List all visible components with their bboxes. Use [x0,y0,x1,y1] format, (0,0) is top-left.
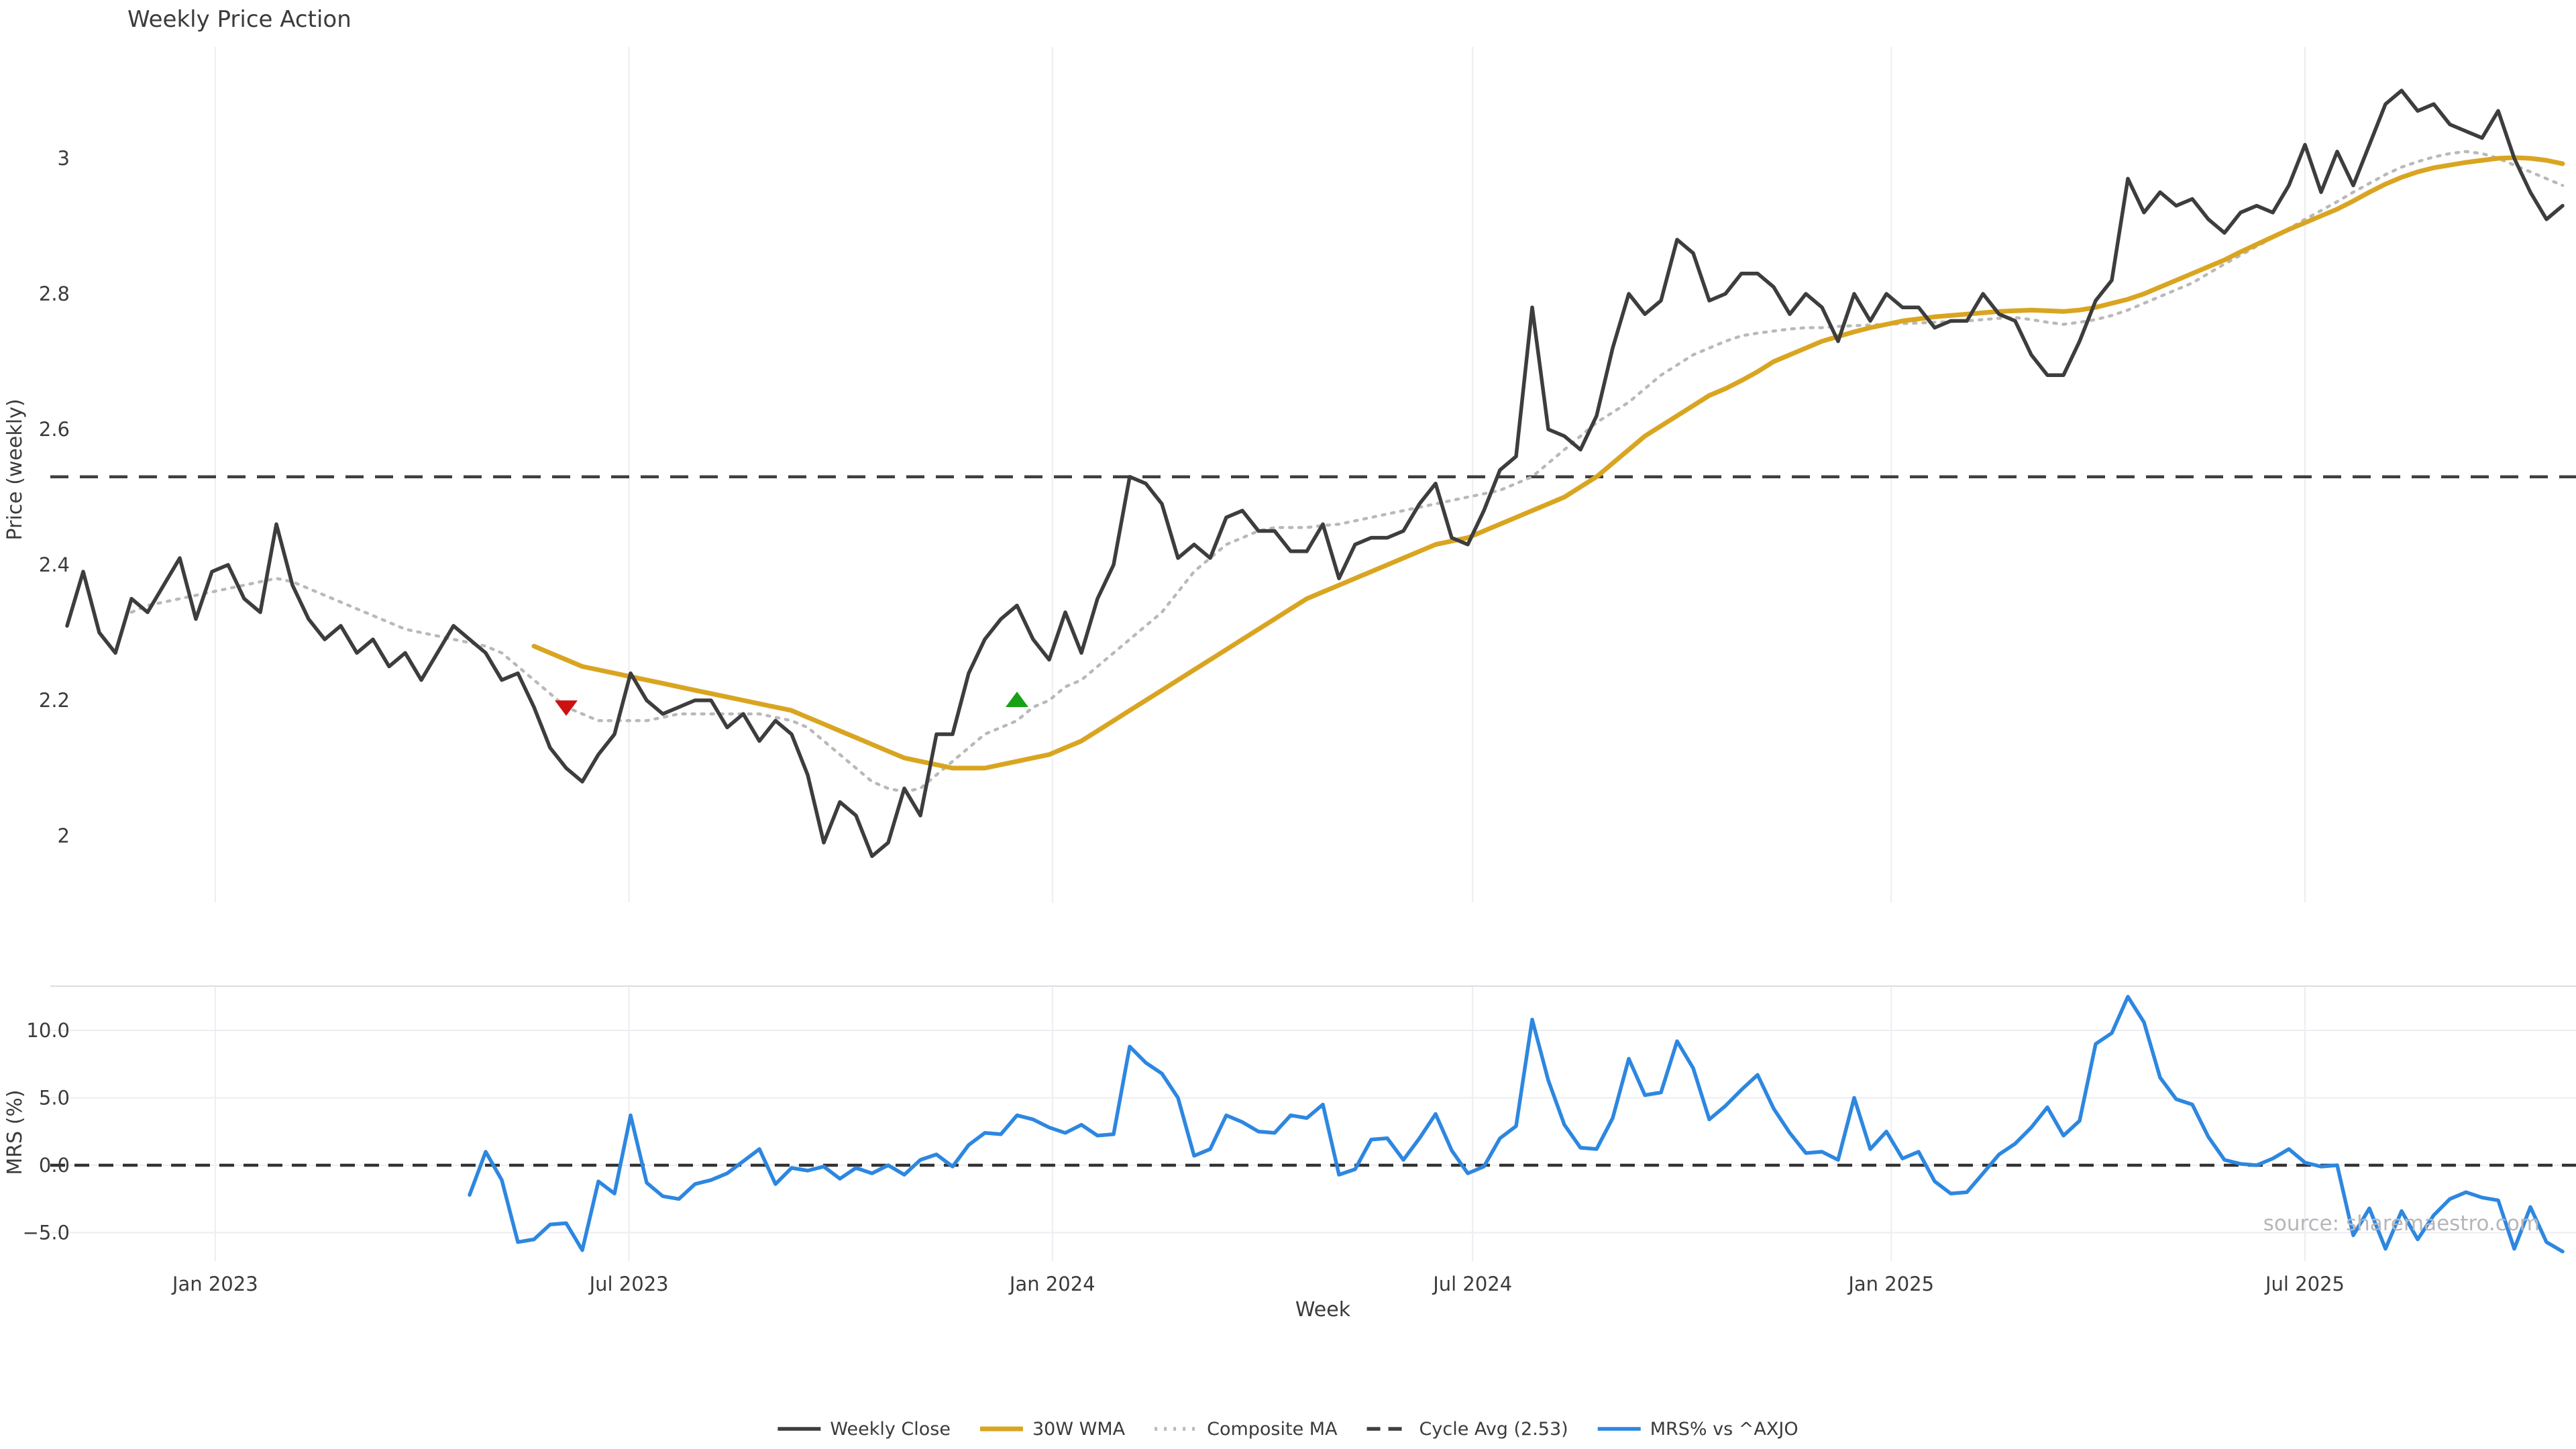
mrs-panel-series [50,995,2576,1254]
price-panel-gridlines [214,47,2306,902]
chart-title: Weekly Price Action [127,6,352,33]
legend-item-weekly-close: Weekly Close [777,1419,951,1440]
sell-signal-marker [555,700,578,716]
price-tick-label: 3 [58,147,70,170]
source-watermark: source: sharemaestro.com [2263,1212,2540,1236]
mrs-axis-ticks: 10.0 5.0 0.0 −5.0 [23,1019,70,1244]
mrs-tick-label: 5.0 [39,1087,70,1110]
price-tick-label: 2.8 [39,282,70,305]
legend-label: Composite MA [1207,1419,1338,1440]
mrs-tick-label: 10.0 [26,1019,70,1042]
wma-line [531,155,2565,771]
price-tick-label: 2 [58,824,70,847]
legend-item-mrs-vs-axjo: MRS% vs ^AXJO [1597,1419,1799,1440]
price-tick-label: 2.4 [39,553,70,576]
legend-label: MRS% vs ^AXJO [1650,1419,1799,1440]
weekly-close-line [65,89,2565,859]
mrs-panel-gridlines [50,985,2576,1261]
week-tick-label: Jul 2024 [1432,1273,1512,1295]
legend-item-composite-ma: Composite MA [1155,1419,1338,1440]
mrs-axis-label: MRS (%) [3,1089,27,1175]
chart-legend: Weekly Close 30W WMA Composite MA Cycle Avg… [777,1419,1799,1440]
price-panel-series [50,89,2576,859]
legend-item-cycle-avg-2-53-: Cycle Avg (2.53) [1366,1419,1568,1440]
week-tick-label: Jan 2025 [1847,1273,1934,1295]
composite-ma-line [129,150,2565,794]
mrs-tick-label: 0.0 [39,1154,70,1177]
x-axis-label: Week [1295,1298,1351,1322]
week-tick-label: Jan 2023 [171,1273,258,1295]
price-axis-ticks: 3 2.8 2.6 2.4 2.2 2 [39,147,70,847]
buy-signal-marker [1006,692,1028,707]
legend-label: Weekly Close [830,1419,951,1440]
week-axis-ticks: Jan 2023 Jul 2023 Jan 2024 Jul 2024 Jan 2025… [171,1273,2345,1295]
price-tick-label: 2.2 [39,689,70,712]
price-tick-label: 2.6 [39,418,70,441]
week-tick-label: Jul 2023 [588,1273,669,1295]
legend-label: Cycle Avg (2.53) [1419,1419,1568,1440]
legend-item-30w-wma: 30W WMA [979,1419,1126,1440]
legend-label: 30W WMA [1032,1419,1126,1440]
mrs-line [468,995,2565,1254]
mrs-tick-label: −5.0 [23,1222,70,1244]
week-tick-label: Jan 2024 [1008,1273,1095,1295]
week-tick-label: Jul 2025 [2264,1273,2345,1295]
signal-markers [555,692,1028,716]
price-axis-label: Price (weekly) [3,398,27,540]
